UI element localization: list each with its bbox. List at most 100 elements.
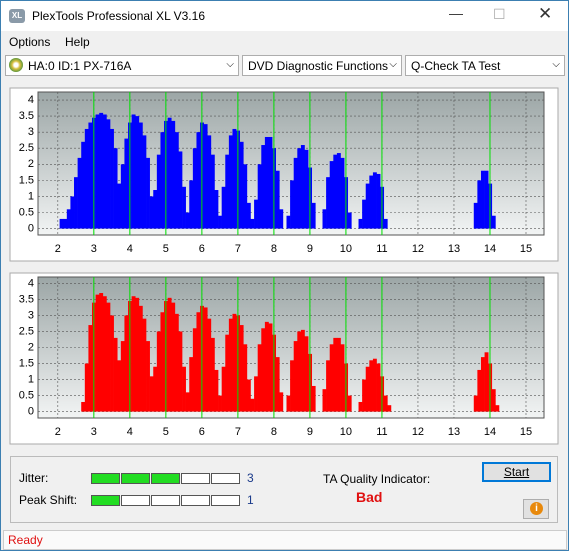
bar xyxy=(257,344,262,412)
x-tick-label: 13 xyxy=(448,426,460,438)
y-tick-label: 3.5 xyxy=(19,293,34,305)
bar xyxy=(491,389,496,412)
bar xyxy=(340,157,345,229)
bar xyxy=(138,305,143,412)
bar xyxy=(333,154,338,229)
bar xyxy=(189,357,194,412)
bar xyxy=(232,128,237,229)
y-tick-label: 1 xyxy=(28,373,34,385)
meter-box xyxy=(211,473,240,484)
bar xyxy=(365,183,370,229)
bar xyxy=(495,405,500,412)
bar xyxy=(106,119,111,229)
bar xyxy=(124,138,129,229)
bar xyxy=(84,128,89,229)
bar xyxy=(102,114,107,229)
bar xyxy=(185,212,190,229)
bar xyxy=(106,302,111,412)
meter-box xyxy=(151,495,180,506)
bar xyxy=(473,395,478,412)
bar xyxy=(297,331,302,412)
minimize-button[interactable]: — xyxy=(449,5,463,21)
x-tick-label: 11 xyxy=(376,426,387,438)
drive-text: HA:0 ID:1 PX-716A xyxy=(28,59,132,73)
ta-quality-label: TA Quality Indicator: xyxy=(323,472,431,486)
meter-box xyxy=(211,495,240,506)
bar xyxy=(218,215,222,229)
bar xyxy=(156,331,161,412)
bar xyxy=(138,122,143,229)
x-tick-label: 12 xyxy=(412,243,424,255)
y-tick-label: 1.5 xyxy=(19,357,34,369)
bar xyxy=(311,385,316,412)
bar xyxy=(480,357,485,412)
status-text: Ready xyxy=(8,533,43,547)
dropdown-arrow: ⌵ xyxy=(552,59,560,70)
maximize-button[interactable]: ☐ xyxy=(493,6,506,22)
bar xyxy=(113,148,118,229)
bar xyxy=(264,136,269,229)
bar xyxy=(293,157,298,229)
test-select[interactable]: Q-Check TA Test ⌵ xyxy=(405,55,565,76)
bar xyxy=(225,154,230,229)
close-button[interactable]: ✕ xyxy=(538,4,553,23)
bar xyxy=(95,294,100,412)
menu-item[interactable]: Help xyxy=(65,35,90,49)
peak-shift-value: 1 xyxy=(247,493,254,507)
bar xyxy=(185,392,190,412)
y-tick-label: 3.5 xyxy=(19,110,34,122)
bar xyxy=(477,180,482,229)
bar xyxy=(484,352,489,412)
bar xyxy=(153,366,158,412)
bar xyxy=(228,135,233,229)
x-tick-label: 7 xyxy=(235,243,241,255)
meter-box xyxy=(121,495,150,506)
bar xyxy=(95,114,100,229)
bar xyxy=(243,344,248,412)
x-tick-label: 15 xyxy=(520,426,532,438)
bar xyxy=(171,120,176,229)
bar xyxy=(387,405,392,412)
bar xyxy=(286,395,291,412)
bar xyxy=(99,112,104,229)
function-select[interactable]: DVD Diagnostic Functions ⌵ xyxy=(242,55,402,76)
bar xyxy=(81,401,86,412)
bar xyxy=(347,212,352,229)
bar xyxy=(135,116,140,229)
info-icon: i xyxy=(530,502,543,515)
meter-box xyxy=(91,495,120,506)
bar xyxy=(88,325,93,412)
x-tick-label: 8 xyxy=(271,243,277,255)
menu-item[interactable]: Options xyxy=(9,35,51,49)
bar xyxy=(286,215,291,229)
x-tick-label: 7 xyxy=(235,426,241,438)
jitter-value: 3 xyxy=(247,471,254,485)
bar xyxy=(81,141,86,229)
bar xyxy=(203,124,208,229)
x-tick-label: 15 xyxy=(520,243,532,255)
bar xyxy=(358,401,363,412)
bar xyxy=(221,186,226,229)
bar xyxy=(250,398,255,412)
bar xyxy=(290,180,295,229)
drive-select[interactable]: HA:0 ID:1 PX-716A ⌵ xyxy=(5,55,239,76)
bar xyxy=(239,325,244,412)
bar xyxy=(279,392,284,412)
bar xyxy=(207,135,212,229)
start-button[interactable]: Start xyxy=(482,462,551,482)
info-button[interactable]: i xyxy=(523,499,549,519)
bar xyxy=(362,379,367,412)
x-tick-label: 14 xyxy=(484,426,496,438)
bar xyxy=(142,135,147,229)
bar xyxy=(214,190,219,229)
bar xyxy=(207,318,212,412)
start-button-text: Start xyxy=(503,465,530,479)
meter-box xyxy=(181,473,210,484)
bar xyxy=(297,148,302,229)
bar xyxy=(275,170,280,229)
y-tick-label: 0 xyxy=(28,405,34,417)
x-tick-label: 2 xyxy=(55,426,61,438)
x-tick-label: 13 xyxy=(448,243,460,255)
bar xyxy=(120,164,125,229)
bar xyxy=(243,164,248,229)
